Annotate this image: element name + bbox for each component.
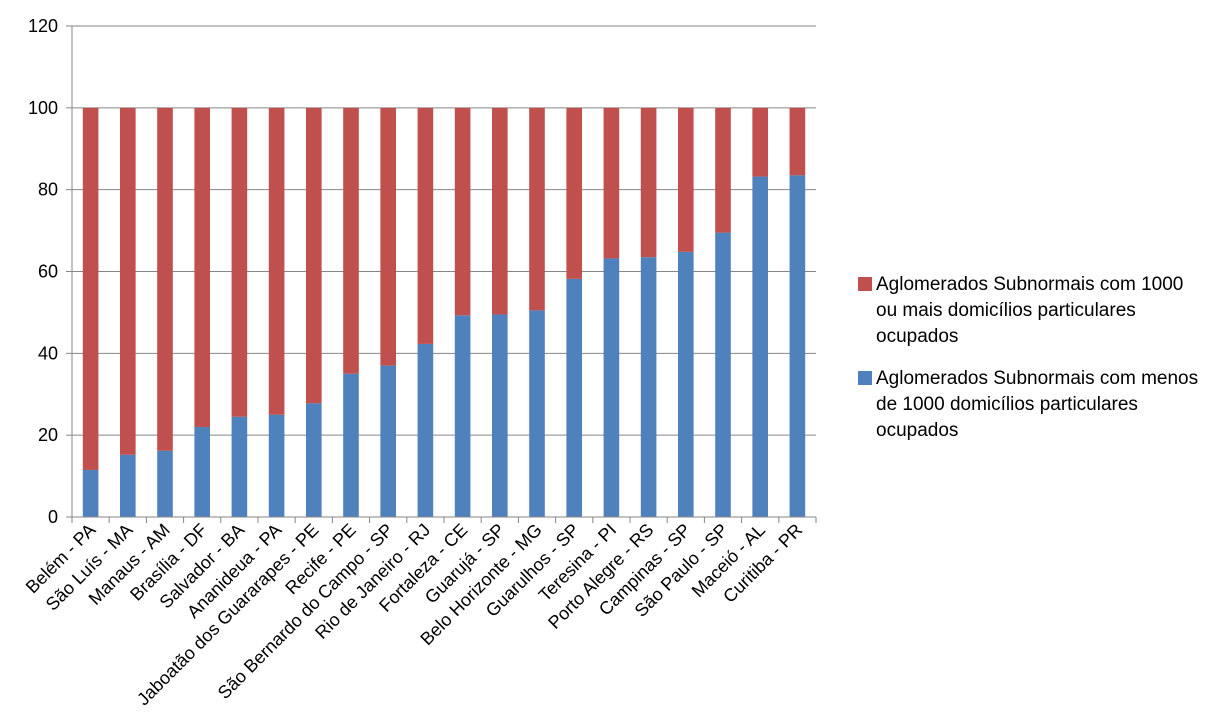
legend: Aglomerados Subnormais com 1000 ou mais …: [858, 272, 1208, 460]
bar-large-10: [454, 107, 471, 316]
bar-large-4: [231, 107, 248, 417]
bar-small-18: [752, 176, 769, 517]
bar-large-18: [752, 107, 769, 177]
bar-small-14: [603, 258, 620, 517]
bar-large-14: [603, 107, 620, 259]
y-tick-label: 40: [38, 343, 58, 363]
bar-large-1: [119, 107, 136, 455]
bar-large-7: [343, 107, 359, 374]
bar-large-16: [677, 107, 694, 252]
bar-large-6: [305, 107, 322, 404]
legend-item-large: Aglomerados Subnormais com 1000 ou mais …: [858, 272, 1208, 350]
bar-large-19: [789, 107, 806, 176]
y-tick-label: 20: [38, 425, 58, 445]
bar-large-12: [529, 107, 545, 311]
y-tick-label: 80: [38, 180, 58, 200]
legend-swatch-large: [858, 277, 872, 291]
y-tick-label: 120: [28, 16, 58, 36]
bar-small-11: [491, 314, 508, 517]
legend-label-large: Aglomerados Subnormais com 1000 ou mais …: [876, 274, 1184, 347]
bar-small-17: [715, 232, 731, 518]
bar-large-17: [715, 107, 731, 233]
y-tick-label: 0: [48, 507, 58, 527]
legend-item-small: Aglomerados Subnormais com menos de 1000…: [858, 366, 1208, 444]
bar-small-2: [157, 450, 173, 517]
bar-small-13: [566, 278, 583, 517]
bar-small-12: [529, 310, 545, 517]
bar-small-9: [417, 343, 434, 517]
bar-small-5: [268, 414, 285, 517]
bar-large-0: [82, 107, 99, 470]
bar-small-3: [194, 426, 211, 517]
bar-large-5: [268, 107, 285, 415]
bar-small-1: [119, 454, 136, 517]
y-tick-label: 60: [38, 262, 58, 282]
bar-small-7: [343, 373, 359, 517]
bar-small-6: [305, 403, 322, 517]
bar-small-16: [677, 251, 694, 518]
bar-small-19: [789, 175, 806, 518]
bars: [82, 107, 806, 518]
bar-small-0: [82, 469, 99, 517]
y-tick-label: 100: [28, 98, 58, 118]
bar-large-8: [380, 107, 397, 366]
gridlines: [72, 25, 816, 436]
bar-small-10: [454, 315, 471, 517]
legend-swatch-small: [858, 371, 872, 385]
y-axis-ticks: 0 20 40 60 80 100 120: [28, 16, 72, 527]
bar-small-8: [380, 365, 397, 517]
bar-small-15: [640, 257, 657, 517]
bar-large-2: [157, 107, 173, 451]
bar-large-15: [640, 107, 657, 258]
legend-label-small: Aglomerados Subnormais com menos de 1000…: [876, 368, 1199, 441]
bar-large-11: [491, 107, 508, 315]
bar-large-13: [566, 107, 583, 279]
bar-large-9: [417, 107, 434, 344]
bar-small-4: [231, 416, 248, 517]
bar-large-3: [194, 107, 211, 427]
